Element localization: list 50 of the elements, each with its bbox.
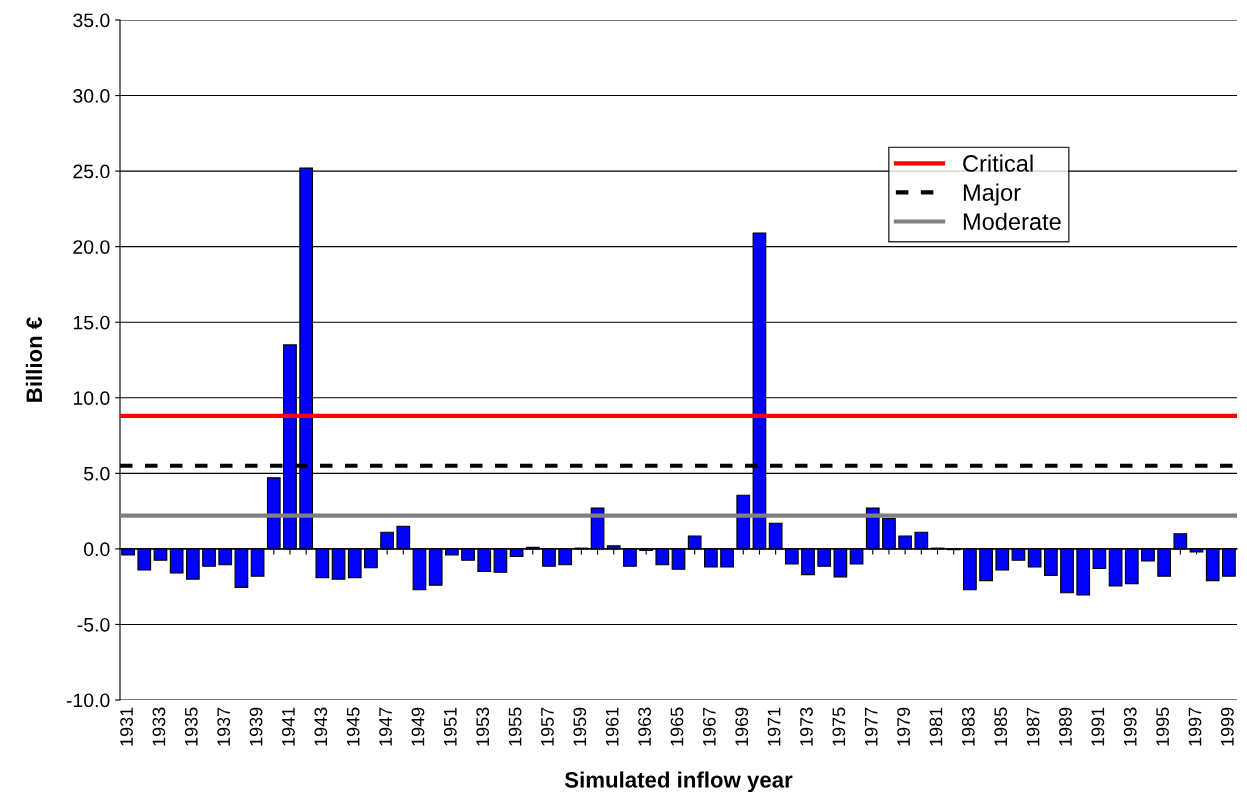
x-tick-label: 1931: [120, 707, 133, 746]
x-tick-label: 1973: [800, 707, 813, 746]
y-tick-label: 0.0: [84, 542, 110, 557]
x-tick-label: 1959: [573, 707, 587, 746]
x-tick-label: 1967: [702, 707, 716, 746]
x-tick-label: 1989: [1059, 707, 1072, 746]
x-tick-label: 1945: [346, 707, 360, 746]
x-tick-label: 1995: [1156, 707, 1169, 746]
x-tick-label: 1975: [832, 707, 846, 746]
y-tick-label: -5.0: [77, 617, 110, 632]
x-tick-label: 1937: [217, 707, 231, 746]
y-tick-label: 15.0: [73, 315, 110, 330]
x-tick-label: 1963: [638, 707, 651, 746]
x-tick-label: 1947: [379, 707, 392, 746]
y-tick-label: 30.0: [73, 89, 110, 103]
x-tick-label: 1987: [1026, 707, 1040, 746]
y-tick-label: 5.0: [84, 466, 110, 481]
y-axis-title: Billion €: [25, 317, 43, 402]
legend-label: Moderate: [963, 212, 1061, 231]
x-tick-label: 1953: [476, 707, 490, 746]
x-tick-label: 1971: [767, 707, 781, 746]
y-tick-label: 10.0: [73, 391, 110, 406]
y-tick-label: 20.0: [73, 240, 110, 254]
x-tick-label: 1969: [735, 707, 749, 746]
x-tick-label: 1979: [897, 707, 910, 746]
y-tick-label: -10.0: [66, 693, 110, 708]
x-tick-label: 1949: [411, 707, 425, 746]
x-tick-label: 1991: [1091, 707, 1105, 746]
x-tick-label: 1939: [249, 707, 263, 746]
x-tick-label: 1943: [314, 707, 328, 746]
x-tick-label: 1941: [282, 707, 295, 746]
x-tick-label: 1997: [1188, 707, 1202, 746]
x-tick-label: 1993: [1123, 707, 1137, 746]
x-tick-label: 1977: [864, 707, 878, 746]
x-tick-label: 1935: [184, 707, 198, 746]
x-tick-label: 1999: [1220, 707, 1234, 746]
x-tick-label: 1957: [541, 707, 554, 746]
x-tick-label: 1985: [994, 707, 1008, 746]
x-tick-label: 1955: [508, 707, 522, 746]
x-tick-label: 1951: [443, 707, 457, 746]
x-tick-label: 1965: [670, 707, 684, 746]
x-tick-label: 1933: [152, 707, 166, 746]
y-tick-label: 25.0: [73, 164, 110, 179]
x-tick-label: 1981: [929, 707, 943, 746]
x-axis-title: Simulated inflow year: [564, 771, 793, 793]
y-tick-label: 35.0: [73, 13, 110, 28]
legend-label: Critical: [963, 154, 1033, 172]
x-tick-label: 1983: [961, 707, 975, 746]
legend-label: Major: [963, 183, 1021, 206]
x-tick-label: 1961: [605, 707, 619, 746]
